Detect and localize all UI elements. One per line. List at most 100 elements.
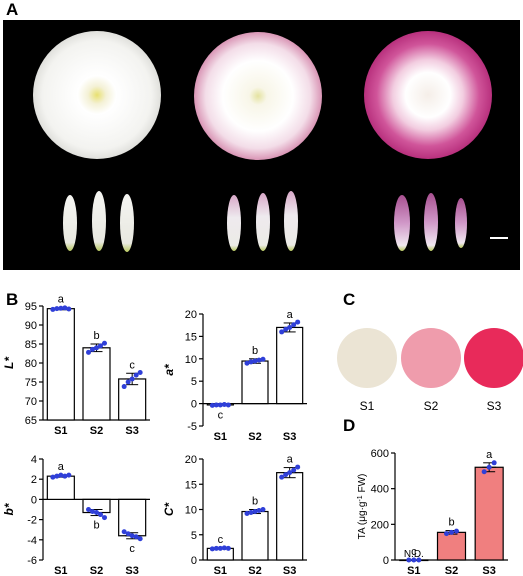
y-tick-label: 200 (371, 519, 389, 531)
data-point (279, 474, 285, 480)
y-axis-label: b* (2, 502, 16, 515)
significance-letter: b (252, 345, 258, 357)
data-point (209, 546, 215, 552)
significance-letter: b (93, 520, 99, 532)
y-tick-label: 600 (371, 448, 389, 460)
data-point (209, 402, 215, 408)
data-point (213, 402, 219, 408)
data-point (125, 379, 131, 385)
y-tick-label: 5 (191, 376, 197, 388)
y-tick-label: 2 (31, 474, 37, 486)
data-point (256, 357, 262, 363)
data-point (444, 531, 449, 537)
y-tick-label: 10 (185, 354, 197, 366)
data-point (248, 359, 254, 365)
bar-s3 (276, 326, 304, 405)
significance-letter: c (218, 534, 224, 546)
bar-s1 (46, 475, 75, 501)
petals-s2 (227, 191, 298, 251)
y-tick-label: 0 (191, 555, 197, 567)
x-tick-label: S1 (407, 565, 420, 576)
data-point (287, 470, 293, 476)
y-tick-label: 4 (31, 454, 37, 466)
data-point (217, 545, 223, 551)
data-point (125, 531, 131, 537)
data-point (295, 319, 301, 325)
data-point (133, 372, 139, 378)
significance-letter: a (486, 449, 493, 461)
data-point (98, 343, 103, 349)
data-point (406, 557, 412, 563)
data-point (449, 529, 454, 535)
swatch-s1 (337, 328, 397, 388)
data-point (221, 401, 227, 407)
data-point (98, 512, 103, 518)
data-point (133, 534, 139, 540)
color-swatches: S1 S2 S3 (337, 328, 523, 413)
data-point (217, 402, 223, 408)
data-point (54, 473, 60, 479)
significance-letter: a (58, 461, 65, 473)
x-tick-label: S1 (54, 425, 67, 437)
data-point (62, 305, 68, 311)
swatch-s2 (401, 328, 461, 388)
data-point (283, 326, 289, 332)
x-tick-label: S1 (214, 431, 227, 443)
data-point (62, 473, 68, 479)
data-point (129, 376, 135, 382)
data-point (94, 510, 99, 516)
petals-s3 (394, 193, 467, 251)
data-point (66, 306, 72, 312)
data-point (295, 464, 301, 470)
data-point (221, 545, 227, 551)
data-point (129, 533, 135, 539)
bar-s2 (436, 531, 467, 561)
x-tick-label: S3 (125, 565, 138, 576)
y-tick-label: -4 (27, 535, 37, 547)
y-tick-label: 20 (185, 454, 197, 466)
y-tick-label: 75 (25, 377, 37, 389)
data-point (291, 322, 297, 328)
y-tick-label: 90 (25, 320, 37, 332)
data-point (252, 358, 258, 364)
data-point (225, 402, 231, 408)
significance-letter: b (93, 330, 99, 342)
data-point (137, 536, 143, 542)
significance-letter: c (129, 543, 135, 555)
y-axis-label: a* (162, 363, 176, 376)
data-point (94, 345, 99, 351)
data-point (454, 528, 459, 534)
data-point (90, 346, 95, 352)
x-tick-label: S3 (482, 565, 495, 576)
y-tick-label: 5 (191, 530, 197, 542)
data-point (260, 507, 266, 512)
y-tick-label: 10 (185, 505, 197, 517)
y-tick-label: 0 (383, 555, 389, 567)
x-tick-label: S3 (283, 431, 296, 443)
x-tick-label: S1 (54, 565, 67, 576)
y-axis-label: C* (162, 502, 176, 517)
significance-letter: b (252, 496, 258, 508)
data-point (58, 305, 64, 311)
scale-bar (490, 237, 508, 239)
y-tick-label: -6 (27, 555, 37, 567)
significance-letter: a (287, 454, 294, 466)
chart-l-star: 65 70 75 80 85 90 95 L* a S1 b S2 c S3 (2, 294, 150, 437)
data-point (291, 467, 297, 473)
chart-b-star: -6 -4 -2 0 2 4 b* a S1 b S2 c S3 (2, 454, 150, 576)
data-point (252, 509, 258, 515)
y-tick-label: -5 (187, 421, 197, 433)
data-point (86, 349, 91, 355)
chart-total-anthocyanin: 0 200 400 600 TA (μg·g-1 FW) c S1 b S2 a S3 N.D. (357, 448, 508, 576)
panel-letter-b: B (6, 290, 18, 309)
data-point (486, 464, 492, 470)
x-tick-label: S3 (283, 565, 296, 576)
data-point (248, 510, 254, 516)
significance-letter: b (448, 517, 454, 529)
data-point (213, 545, 219, 551)
significance-letter: a (287, 309, 294, 321)
data-point (50, 474, 56, 480)
data-point (90, 509, 95, 515)
data-point (244, 511, 250, 517)
